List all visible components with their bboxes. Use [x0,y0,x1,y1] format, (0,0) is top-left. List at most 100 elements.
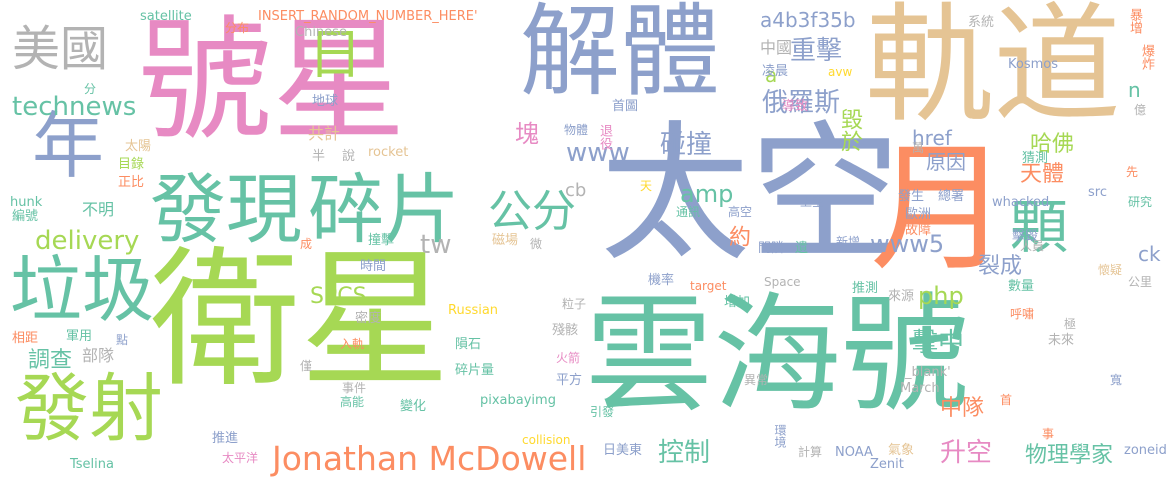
word-yunhaihao: 雲海號 [585,281,970,430]
word-zhengbi: 正比 [118,175,145,190]
word-xinzeng: 新增 [836,235,861,249]
word-shengkong: 升空 [940,438,993,468]
word-zongshu: 總署 [938,189,965,204]
word-haoxing: 號星 [138,3,407,159]
word-tuice: 推測 [852,281,879,296]
word-rocket: rocket [368,145,409,160]
word-buming: 不明 [82,200,115,219]
word-huanjing: 環境 [773,424,787,448]
word-huaiyi: 懷疑 [1098,263,1123,277]
word-caice: 猜測 [1022,151,1049,166]
word-kongzhi: 控制 [658,438,711,468]
word-wan: 萬 [912,141,925,155]
word-n: n [1128,78,1141,102]
word-pengzhuang: 碰撞 [660,130,713,160]
word-weilai: 未來 [1048,333,1075,348]
word-tuijin: 推進 [212,431,239,446]
word-gaoneng: 高能 [340,395,365,409]
word-gongji: 共計 [308,124,341,143]
word-yuanyin: 原因 [926,150,966,174]
word-xian: 先 [1126,165,1139,179]
word-href: href [912,126,952,150]
word-pixabayimg: pixabayimg [480,393,556,408]
word-rugui: 入軌 [340,337,365,351]
word-shi: 事 [1042,427,1055,441]
word-yichang: 異常 [744,373,769,387]
word-delivery: delivery [35,226,140,256]
word-bianhao: 編號 [12,209,39,224]
word-lingchen: 凌晨 [762,64,789,79]
word-yue: 月 [870,128,1011,291]
word-suipian: 碎片 [308,165,460,254]
word-xitong: 系統 [968,15,995,30]
word-fasheng: 發生 [898,189,925,204]
word-amp: amp [680,180,734,208]
word-guzhang: 故障 [905,223,932,238]
word-huiyu: 毀於 [837,108,862,152]
word-zhuangji: 撞擊 [368,233,395,248]
word-rimeidong: 日美東 [603,443,643,458]
word-noaa: NOAA [835,445,873,460]
word-canhai: 殘骸 [552,323,579,338]
word-gongfen: 公分 [488,186,576,237]
word-fenbu: 分布 [225,21,250,35]
word-tian: 天 [640,179,653,193]
word-zhongguo: 中國 [760,38,793,57]
word-jin: 僅 [300,359,313,373]
word-laji: 垃圾 [10,248,155,332]
word-cichang: 磁場 [492,233,519,248]
word-www5: www5 [870,230,945,258]
word-yi: 遺 [795,241,809,256]
word-qixiang: 氣象 [888,443,915,458]
word-ck: ck [1138,242,1161,266]
word-baozha: 爆炸 [1139,44,1154,70]
word-src: src [1088,185,1107,200]
word-weixing: 衛星 [150,234,451,408]
word-jilv: 機率 [648,273,675,288]
word-ke: 顆 [1010,193,1069,261]
word-guidao: 軌道 [865,0,1122,140]
word-www: www [566,138,630,168]
word-tw: tw [420,230,452,260]
word-avw: avw [828,65,853,79]
word-blank: _blank' [905,365,951,380]
word-target: target [690,279,727,293]
word-yi2: 億 [1134,103,1147,117]
word-taiyang: 太陽 [125,139,152,154]
word-whacked: whacked [992,195,1050,210]
word-ri: 日 [308,23,362,86]
word-yue2: 約 [725,225,750,247]
word-shijian2: 事件 [342,381,367,395]
word-zhongji: 重擊 [790,36,843,66]
word-faxian: 發現 [150,165,302,254]
word-suipianliang: 碎片量 [455,363,495,378]
word-laiyuan: 來源 [888,289,915,304]
word-taipingyang: 太平洋 [222,451,259,465]
word-kosmos: Kosmos [1008,57,1058,72]
word-wuti: 物體 [564,123,589,137]
word-midu: 密度 [355,311,382,326]
word-gaokong: 高空 [728,205,753,219]
word-march: March [900,381,940,396]
word-wulixuejia: 物理學家 [1025,443,1114,468]
word-a4b3f35b: a4b3f35b [760,8,856,32]
word-nian: 年 [32,104,105,188]
word-ji: 極 [1064,317,1077,331]
word-liecheng: 裂成 [978,254,1023,279]
word-diqiu: 地球 [312,94,339,109]
word-huojian: 火箭 [556,351,581,365]
word-fashe: 發射 [15,366,163,452]
word-tselina: Tselina [70,457,114,472]
word-mulu: 目錄 [118,157,145,172]
word-shou: 首 [1000,393,1013,407]
word-collision: collision [522,433,571,447]
word-jihui: 擊毀 [1012,229,1039,244]
word-bianhua: 變化 [400,399,427,414]
word-tianti: 天體 [1020,162,1065,187]
word-jisuan: 計算 [798,445,823,459]
word-spcs: SPCS [310,284,367,309]
word-jizhong: 擊中 [912,328,965,358]
word-php: php [918,282,964,310]
word-daozhi: 導致 [782,99,809,114]
word-shangkong: 上空 [800,195,825,209]
